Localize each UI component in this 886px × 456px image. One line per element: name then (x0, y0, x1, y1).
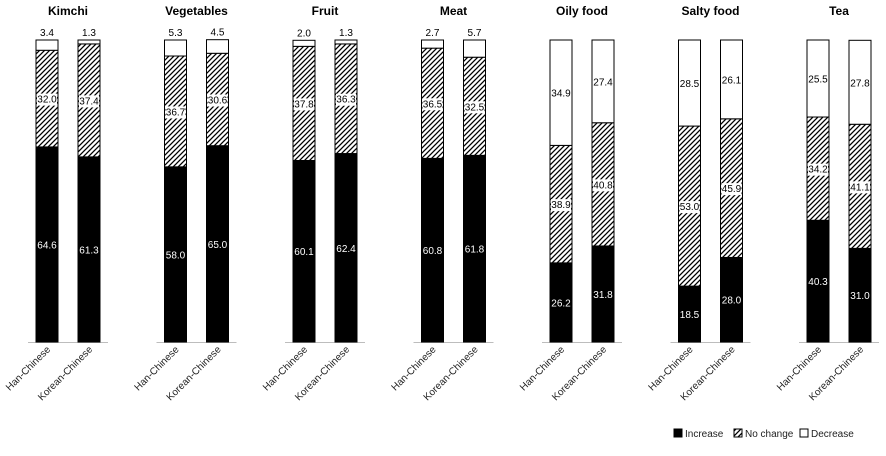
panel-title: Fruit (312, 4, 339, 18)
data-label-background (37, 93, 57, 106)
bar-segment-decrease (421, 39, 444, 49)
data-label-background (551, 199, 571, 212)
panel: Fruit60.137.82.0Han-Chinese62.436.31.3Ko… (261, 4, 365, 403)
data-label-background (679, 201, 700, 214)
legend-swatch (733, 428, 743, 438)
data-label: 37.8 (294, 99, 314, 110)
legend-label: Increase (685, 429, 724, 440)
data-label: 5.7 (468, 28, 482, 39)
data-label: 45.9 (722, 184, 742, 195)
chart-legend: Increase No change Decrease (673, 428, 854, 440)
data-label: 26.1 (722, 75, 742, 86)
legend-label: Decrease (811, 429, 854, 440)
bar-segment-decrease (720, 39, 743, 120)
panel-title: Meat (440, 4, 467, 18)
bar-segment-decrease (35, 39, 59, 51)
data-label: 32.5 (465, 102, 485, 113)
chart-panels: Kimchi64.632.03.4Han-Chinese61.337.41.3K… (4, 4, 879, 403)
data-label-background (79, 95, 99, 108)
bar-segment-decrease (678, 39, 701, 127)
data-label: 31.8 (593, 290, 613, 301)
panel: Kimchi64.632.03.4Han-Chinese61.337.41.3K… (4, 4, 108, 403)
data-label: 25.5 (808, 75, 828, 86)
data-label: 40.3 (808, 277, 828, 288)
data-label-background (294, 98, 314, 111)
data-label: 53.0 (680, 202, 700, 213)
data-label: 31.0 (850, 291, 870, 302)
data-label: 60.8 (423, 246, 443, 257)
data-label: 1.3 (82, 28, 96, 39)
bar-segment-decrease (549, 39, 573, 146)
data-label: 28.0 (722, 296, 742, 307)
data-label-background (721, 183, 742, 196)
data-label: 34.2 (808, 165, 828, 176)
data-label-background (464, 101, 485, 114)
data-label: 30.6 (208, 95, 228, 106)
bar-segment-decrease (164, 39, 187, 57)
data-label-background (593, 179, 613, 192)
panel: Tea40.334.225.5Han-Chinese31.041.127.8Ko… (775, 4, 879, 403)
data-label: 36.7 (166, 107, 186, 118)
legend-swatch (799, 428, 809, 438)
data-label: 3.4 (40, 28, 54, 39)
data-label: 4.5 (211, 28, 225, 39)
data-label: 36.3 (336, 95, 356, 106)
data-label: 5.3 (169, 28, 183, 39)
panel-title: Vegetables (165, 4, 228, 18)
bar-segment-decrease (591, 39, 615, 124)
data-label: 18.5 (680, 310, 700, 321)
panel-title: Salty food (681, 4, 739, 18)
panel-title: Kimchi (48, 4, 88, 18)
panel: Meat60.836.52.7Han-Chinese61.832.55.7Kor… (390, 4, 494, 403)
data-label-background (207, 94, 228, 107)
panel-title: Tea (829, 4, 849, 18)
data-label: 61.8 (465, 245, 485, 256)
data-label: 32.0 (37, 95, 57, 106)
data-label: 65.0 (208, 240, 228, 251)
data-label-background (165, 106, 186, 119)
data-label: 38.9 (551, 200, 571, 211)
bar-segment-decrease (848, 39, 872, 125)
data-label: 27.4 (593, 77, 613, 88)
data-label-background (422, 98, 443, 111)
data-label-background (808, 163, 828, 176)
panel: Salty food18.553.028.5Han-Chinese28.045.… (647, 4, 751, 403)
data-label: 27.8 (850, 78, 870, 89)
data-label: 2.0 (297, 28, 311, 39)
data-label: 2.7 (426, 28, 440, 39)
bar-segment-decrease (206, 39, 229, 54)
data-label: 58.0 (166, 250, 186, 261)
data-label: 1.3 (339, 28, 353, 39)
panel-title: Oily food (556, 4, 608, 18)
legend-label: No change (745, 429, 794, 440)
bar-segment-decrease (806, 39, 830, 118)
data-label-background (336, 93, 356, 106)
data-label: 40.8 (593, 180, 613, 191)
bar-segment-decrease (463, 39, 486, 58)
data-label: 28.5 (680, 79, 700, 90)
data-label: 62.4 (336, 244, 356, 255)
data-label-background (850, 181, 870, 194)
data-label: 61.3 (79, 245, 99, 256)
data-label: 36.5 (423, 99, 443, 110)
data-label: 34.9 (551, 89, 571, 100)
data-label: 64.6 (37, 240, 57, 251)
legend-swatch (673, 428, 683, 438)
panel: Vegetables58.036.75.3Han-Chinese65.030.6… (133, 4, 237, 403)
data-label: 26.2 (551, 298, 571, 309)
bar-segment-decrease (334, 39, 358, 45)
data-label: 37.4 (79, 96, 99, 107)
bar-segment-decrease (292, 39, 316, 47)
data-label: 60.1 (294, 247, 314, 258)
bar-segment-decrease (77, 39, 101, 45)
panel: Oily food26.238.934.9Han-Chinese31.840.8… (518, 4, 622, 403)
data-label: 41.1 (850, 182, 870, 193)
